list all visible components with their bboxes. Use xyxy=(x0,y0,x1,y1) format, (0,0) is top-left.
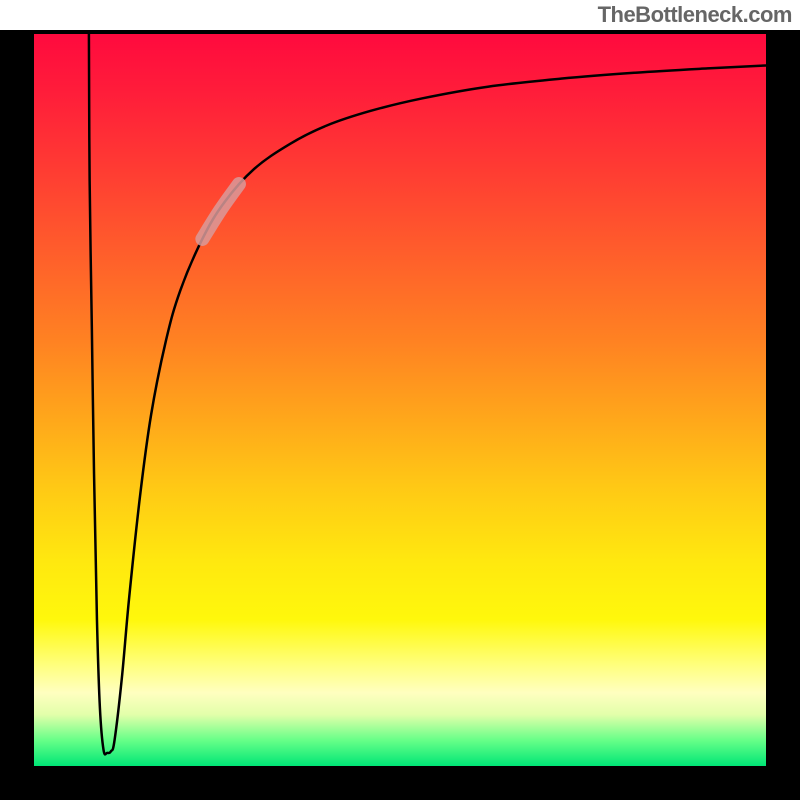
bottleneck-chart xyxy=(0,0,800,800)
chart-container: TheBottleneck.com xyxy=(0,0,800,800)
attribution-text: TheBottleneck.com xyxy=(598,2,792,28)
plot-background xyxy=(34,34,766,766)
